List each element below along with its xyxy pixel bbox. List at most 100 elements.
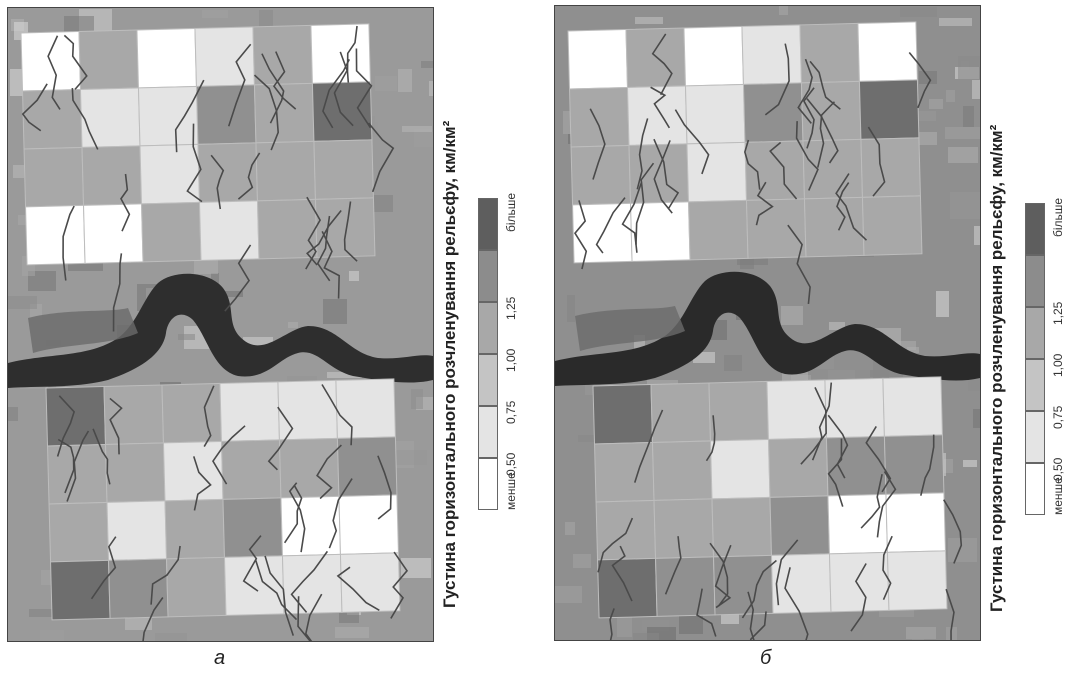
stream-line — [92, 428, 111, 485]
stream-line — [876, 471, 897, 538]
field-patch — [375, 76, 397, 91]
field-patch — [879, 606, 914, 617]
stream-line — [882, 535, 893, 600]
field-patch — [567, 295, 575, 322]
field-patch — [565, 522, 575, 535]
density-cell — [25, 204, 86, 266]
density-cell — [744, 140, 805, 201]
stream-line — [283, 485, 303, 544]
stream-line — [938, 588, 955, 640]
field-patch — [219, 291, 243, 297]
density-cell — [567, 28, 629, 90]
legend-label: 0,75 — [504, 400, 518, 424]
legend-label: 1,25 — [504, 296, 518, 320]
density-cell — [311, 81, 373, 142]
field-patch — [693, 352, 715, 363]
stream-line — [775, 539, 799, 606]
legend-swatch — [1025, 463, 1045, 515]
density-cell — [569, 86, 630, 148]
stream-line — [865, 425, 892, 493]
field-patch — [429, 81, 433, 96]
map-a-svg — [8, 8, 433, 641]
stream-line — [651, 33, 673, 96]
density-cell — [683, 25, 744, 87]
field-patch — [8, 296, 37, 309]
stream-line — [943, 499, 963, 564]
stream-line — [811, 382, 833, 461]
field-patch — [401, 558, 431, 578]
density-cell — [742, 82, 804, 143]
legend-title-b: Густина горизонтального розчленування ре… — [987, 124, 1006, 612]
stream-line — [835, 173, 868, 241]
legend-swatch — [1025, 255, 1045, 307]
stream-line — [743, 139, 761, 190]
stream-line — [597, 517, 634, 573]
reservoir-water — [555, 271, 980, 386]
stream-line — [242, 535, 262, 592]
stream-line — [836, 182, 850, 231]
stream-line — [611, 545, 633, 602]
legend-swatch — [478, 302, 498, 354]
stream-line — [674, 109, 710, 175]
stream-line — [71, 88, 99, 150]
map-panel-b — [554, 5, 981, 641]
legend-label: 1,00 — [504, 348, 518, 372]
stream-line — [261, 53, 285, 124]
stream-line — [304, 593, 323, 641]
density-cell — [106, 500, 168, 561]
stream-line — [321, 231, 340, 299]
field-patch — [633, 633, 659, 640]
density-cell — [708, 380, 769, 442]
map-b-svg — [555, 6, 980, 640]
stream-line — [316, 444, 342, 500]
legend-swatch — [1025, 411, 1045, 463]
density-cell — [597, 557, 658, 619]
density-cell — [630, 201, 691, 262]
stream-line — [860, 473, 883, 529]
stream-line — [174, 79, 205, 153]
stream-line — [224, 244, 252, 312]
density-cell — [339, 552, 401, 613]
field-patch — [635, 17, 663, 24]
density-cell — [686, 141, 748, 203]
field-patch — [335, 627, 369, 638]
density-cell — [767, 437, 829, 498]
stream-line — [62, 205, 75, 281]
legend-label: менше — [1051, 477, 1065, 515]
density-cell — [23, 146, 85, 208]
density-cell — [858, 79, 920, 140]
density-cell — [220, 439, 282, 500]
stream-line — [734, 611, 767, 640]
grid-lower — [592, 376, 963, 640]
stream-line — [203, 385, 215, 447]
density-cell — [745, 198, 807, 259]
density-cell — [802, 138, 863, 200]
legend-swatch — [478, 406, 498, 458]
field-patch — [948, 538, 977, 562]
stream-line — [333, 51, 354, 127]
stream-line — [755, 181, 774, 226]
density-cell — [256, 198, 318, 260]
island-forest — [28, 308, 138, 353]
field-patch — [973, 409, 980, 428]
density-cell — [194, 26, 255, 87]
density-cell — [281, 553, 343, 615]
stream-line — [764, 43, 790, 116]
density-cell — [882, 376, 943, 437]
legend-label: 0,50 — [1051, 457, 1065, 481]
field-patch — [178, 334, 195, 340]
field-patch — [323, 299, 347, 324]
density-cell — [255, 140, 316, 202]
stream-line — [367, 122, 395, 193]
legend-swatch — [1025, 307, 1045, 359]
stream-line — [806, 98, 839, 164]
stream-line — [306, 209, 342, 266]
field-patch — [950, 192, 980, 219]
density-cell — [799, 22, 860, 84]
field-patch — [288, 322, 298, 328]
field-patch — [155, 633, 187, 641]
legend-label: більше — [504, 192, 518, 232]
field-patch — [963, 106, 974, 127]
caption-a: а — [214, 647, 226, 669]
density-cell — [253, 82, 315, 144]
